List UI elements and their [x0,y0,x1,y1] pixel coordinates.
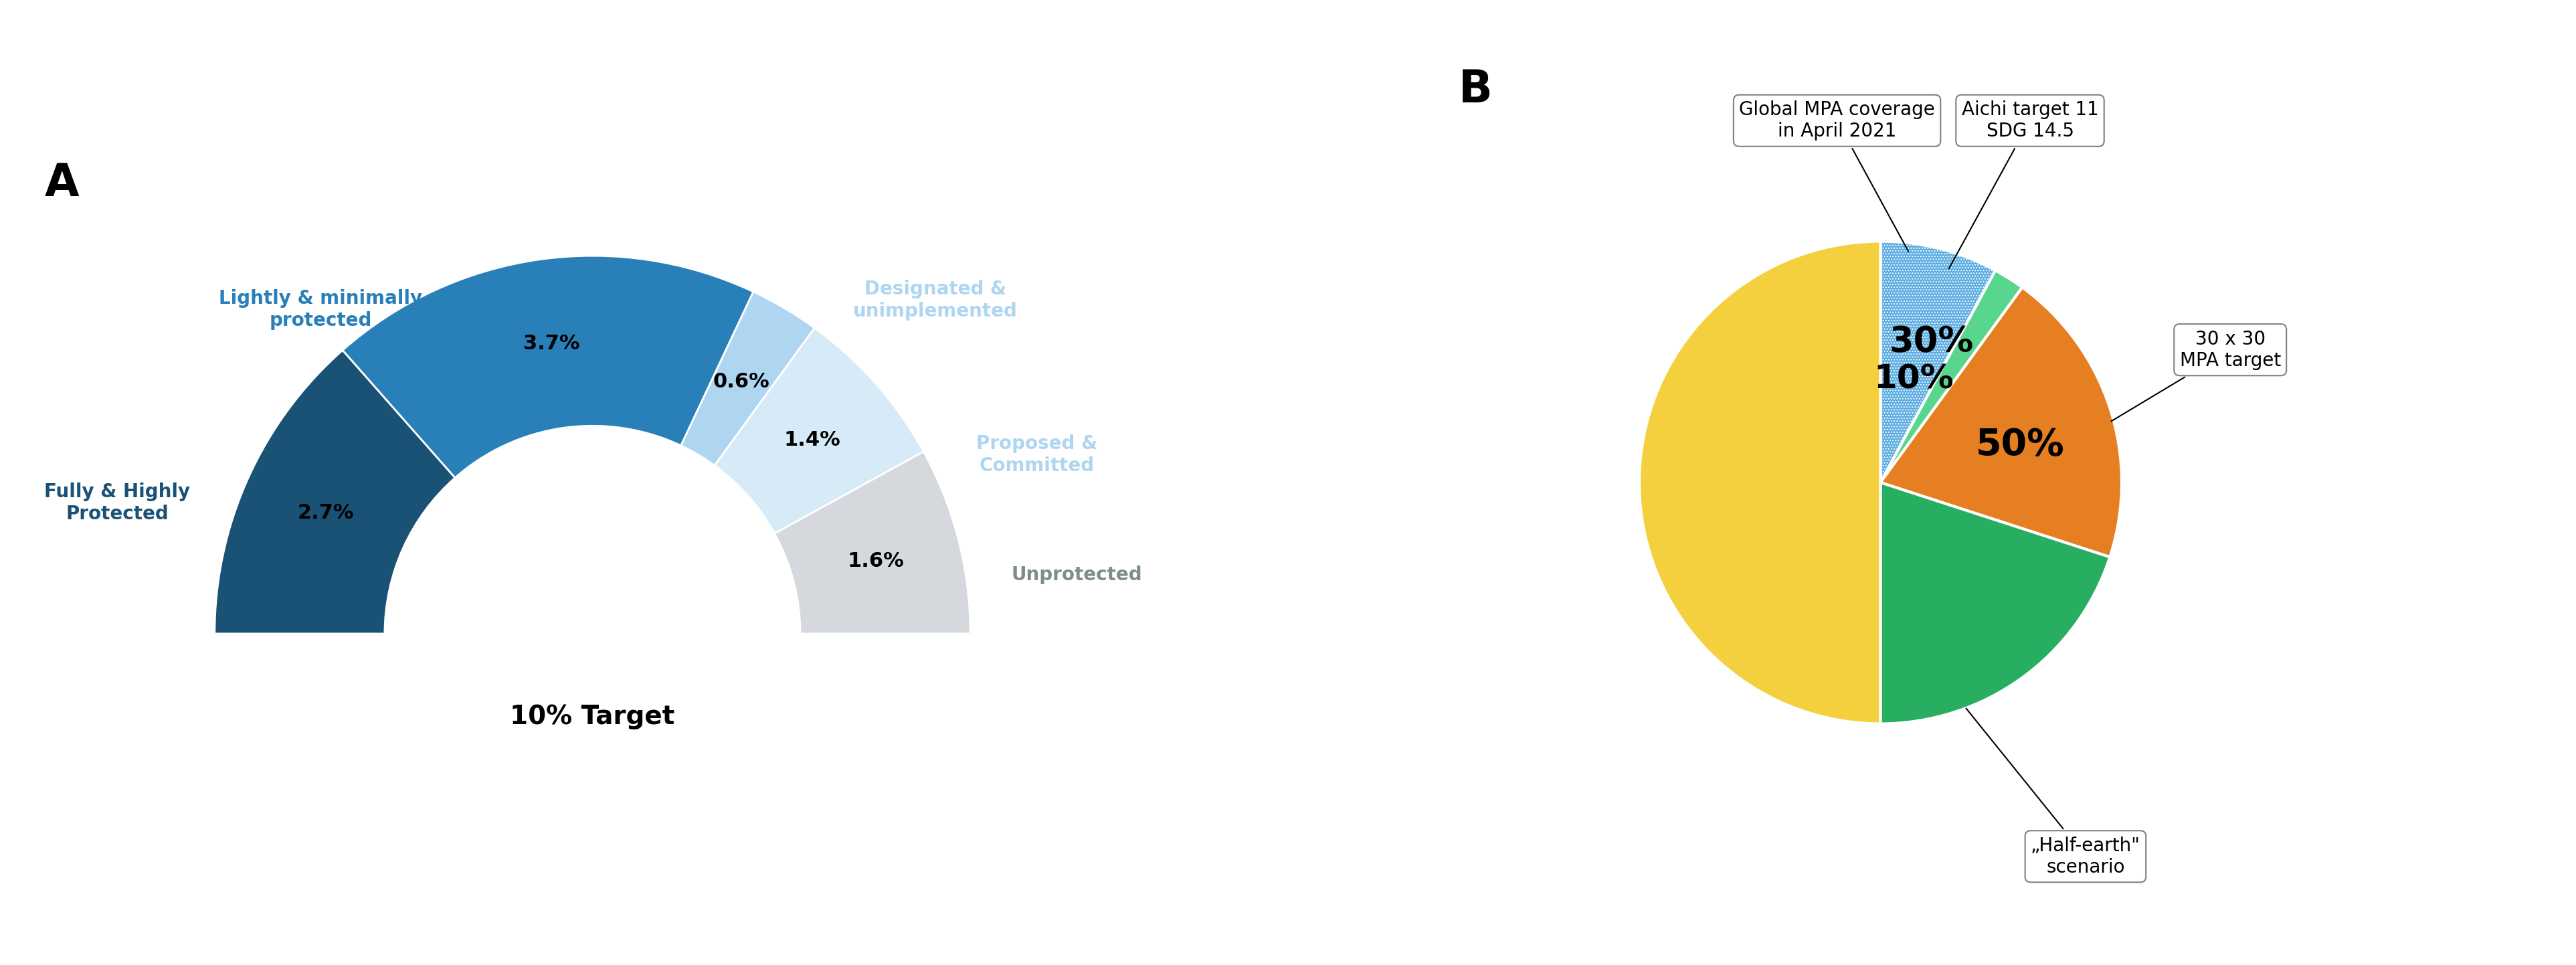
Text: 30 x 30
MPA target: 30 x 30 MPA target [2112,330,2280,422]
Text: Lightly & minimally
protected: Lightly & minimally protected [219,290,422,330]
Text: 50%: 50% [1976,427,2066,463]
Text: 0.6%: 0.6% [714,372,770,391]
Text: Unprotected: Unprotected [1012,565,1141,584]
Text: 10%: 10% [1873,363,1955,396]
Text: 30%: 30% [1888,324,1973,359]
Wedge shape [775,452,971,634]
Wedge shape [680,291,814,465]
Text: 10% Target: 10% Target [510,704,675,730]
Text: Aichi target 11
SDG 14.5: Aichi target 11 SDG 14.5 [1950,100,2099,268]
Text: Global MPA coverage
in April 2021: Global MPA coverage in April 2021 [1739,100,1935,252]
Text: 1.6%: 1.6% [848,551,904,570]
Text: 3.7%: 3.7% [523,334,580,353]
Wedge shape [1880,241,1996,482]
Text: A: A [44,161,80,206]
Wedge shape [1880,270,2022,482]
Wedge shape [714,328,925,534]
Text: B: B [1458,68,1492,112]
Wedge shape [214,350,456,634]
Wedge shape [343,256,752,478]
Text: Proposed &
Committed: Proposed & Committed [976,434,1097,475]
Wedge shape [1880,288,2123,557]
Text: 2.7%: 2.7% [296,504,353,523]
Wedge shape [1880,482,2110,724]
Wedge shape [1638,241,1880,724]
Text: 1.4%: 1.4% [783,430,840,450]
Text: „Half-earth"
scenario: „Half-earth" scenario [1965,708,2141,876]
Text: Designated &
unimplemented: Designated & unimplemented [853,280,1018,320]
Text: Fully & Highly
Protected: Fully & Highly Protected [44,482,191,523]
